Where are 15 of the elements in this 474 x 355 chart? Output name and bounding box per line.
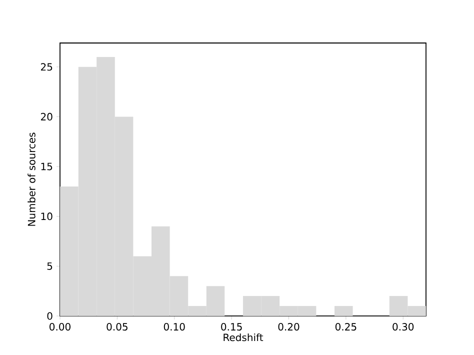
y-tick-label: 5 <box>47 262 52 270</box>
x-tick-label: 0.30 <box>392 323 414 331</box>
x-tick-label: 0.05 <box>106 323 128 331</box>
y-tick-label: 15 <box>41 162 52 170</box>
y-axis-title: Number of sources <box>28 132 36 226</box>
x-tick-label: 0.20 <box>278 323 300 331</box>
y-tick-label: 20 <box>40 112 52 121</box>
y-tick-label: 10 <box>41 212 52 220</box>
x-axis-title: Redshift <box>224 333 264 342</box>
x-tick-label: 0.00 <box>50 323 70 331</box>
x-tick-label: 0.25 <box>335 323 356 331</box>
y-tick-label: 25 <box>40 63 52 71</box>
x-tick-label: 0.15 <box>221 323 242 331</box>
y-tick-label: 0 <box>47 312 52 320</box>
x-tick-label: 0.10 <box>164 323 185 331</box>
